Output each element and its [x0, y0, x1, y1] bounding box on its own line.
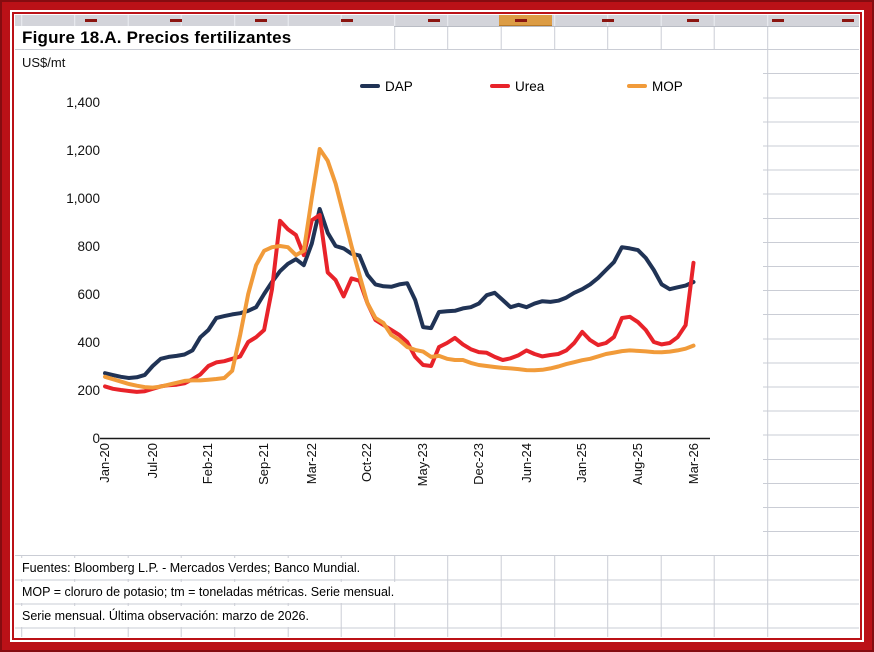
x-tick-label: May-23: [415, 443, 431, 487]
series-line-urea: [103, 213, 696, 394]
chart-object[interactable]: US$/mt DAP Urea MOP 1,400 1,200 1,000 800 600 4…: [15, 50, 763, 555]
source-note-row[interactable]: MOP = cloruro de potasio; tm = toneladas…: [15, 581, 400, 603]
truncated-cell-text: [602, 19, 614, 22]
figure-title-cell[interactable]: Figure 18.A. Precios fertilizantes: [15, 26, 394, 49]
series-line-dap: [103, 207, 696, 380]
legend-label: Urea: [515, 78, 545, 94]
x-tick-label: Dec-23: [470, 443, 486, 485]
legend-line-swatch: [490, 84, 510, 88]
source-note-text: MOP = cloruro de potasio; tm = toneladas…: [15, 582, 400, 603]
truncated-cell-text: [842, 19, 854, 22]
y-tick-label: 400: [77, 335, 100, 350]
source-note-text: Fuentes: Bloomberg L.P. - Mercados Verde…: [15, 558, 366, 579]
legend-item-dap: DAP: [360, 77, 413, 95]
source-note-text: Serie mensual. Última observación: marzo…: [15, 606, 314, 627]
x-tick-label: Sep-21: [256, 443, 272, 485]
y-tick-label: 800: [77, 239, 100, 254]
legend-item-mop: MOP: [627, 77, 683, 95]
chart-legend: DAP Urea MOP: [15, 77, 763, 95]
legend-item-urea: Urea: [490, 77, 544, 95]
truncated-cell-text: [772, 19, 784, 22]
x-tick-label: Jan-20: [97, 443, 112, 483]
legend-label: MOP: [652, 78, 683, 94]
truncated-cell-text: [341, 19, 353, 22]
x-tick-label: Aug-25: [629, 443, 645, 485]
source-note-row[interactable]: Serie mensual. Última observación: marzo…: [15, 605, 314, 627]
axis-unit-label: US$/mt: [22, 55, 66, 70]
truncated-cell-text: [170, 19, 182, 22]
x-tick-label: Jan-25: [574, 443, 590, 483]
y-tick-label: 1,000: [66, 191, 100, 206]
truncated-cell-text: [428, 19, 440, 22]
y-tick-label: 1,400: [66, 95, 100, 110]
legend-label: DAP: [385, 78, 413, 94]
y-tick-label: 0: [92, 431, 100, 446]
y-tick-label: 1,200: [66, 143, 100, 158]
truncated-cell-text: [687, 19, 699, 22]
x-tick-label: Oct-22: [359, 443, 375, 483]
legend-line-swatch: [627, 84, 647, 88]
plot-area: [100, 147, 710, 440]
x-tick-label: Jul-20: [144, 443, 160, 479]
spreadsheet-area: Figure 18.A. Precios fertilizantes US$/m…: [15, 15, 859, 637]
x-tick-label: Mar-26: [685, 443, 701, 485]
y-tick-label: 200: [77, 383, 100, 398]
source-note-row[interactable]: Fuentes: Bloomberg L.P. - Mercados Verde…: [15, 557, 366, 579]
y-tick-label: 600: [77, 287, 100, 302]
truncated-cell-text: [85, 19, 97, 22]
legend-line-swatch: [360, 84, 380, 88]
x-tick-label: Jun-24: [518, 443, 534, 483]
sheet-header-row-partial: [15, 15, 859, 27]
figure-title: Figure 18.A. Precios fertilizantes: [22, 28, 292, 47]
truncated-cell-text: [515, 19, 527, 22]
series-line-mop: [103, 147, 696, 390]
x-tick-label: Mar-22: [303, 443, 319, 485]
x-tick-label: Feb-21: [200, 443, 216, 485]
truncated-cell-text: [255, 19, 267, 22]
